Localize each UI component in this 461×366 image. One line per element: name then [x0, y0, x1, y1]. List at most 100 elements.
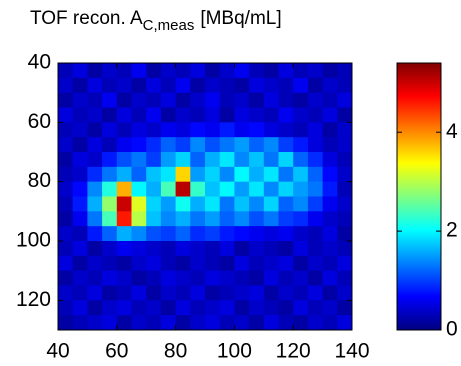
heatmap-cell: [87, 197, 102, 212]
heatmap-cell: [102, 167, 117, 182]
heatmap-cell: [234, 226, 249, 241]
heatmap-cell: [249, 108, 264, 123]
heatmap-cell: [102, 197, 117, 212]
heatmap-cell: [161, 167, 176, 182]
heatmap-cell: [161, 197, 176, 212]
heatmap-cell: [117, 137, 132, 152]
heatmap-cell: [220, 286, 235, 301]
colorbar-tick-label: 0: [446, 318, 458, 341]
heatmap-cell: [337, 315, 352, 330]
heatmap-cell: [293, 93, 308, 108]
heatmap-cell: [220, 241, 235, 256]
heatmap-cell: [293, 152, 308, 167]
heatmap-cell: [323, 108, 338, 123]
heatmap-cell: [323, 241, 338, 256]
heatmap-cell: [146, 78, 161, 93]
heatmap-cell: [102, 122, 117, 137]
heatmap-cell: [73, 108, 88, 123]
heatmap-cell: [323, 286, 338, 301]
heatmap-cell: [132, 271, 147, 286]
heatmap-cell: [205, 241, 220, 256]
heatmap-cell: [73, 315, 88, 330]
heatmap-cell: [73, 182, 88, 197]
heatmap-cell: [323, 137, 338, 152]
heatmap-cell: [220, 300, 235, 315]
heatmap-cell: [323, 182, 338, 197]
heatmap-cell: [132, 197, 147, 212]
y-tick-label: 40: [28, 51, 51, 74]
heatmap-cell: [205, 108, 220, 123]
heatmap-cell: [87, 271, 102, 286]
heatmap-cell: [264, 300, 279, 315]
heatmap-cell: [293, 167, 308, 182]
heatmap-cell: [102, 226, 117, 241]
heatmap-cell: [220, 78, 235, 93]
heatmap-cell: [234, 300, 249, 315]
heatmap-cell: [308, 78, 323, 93]
heatmap-cell: [146, 300, 161, 315]
heatmap-cell: [132, 226, 147, 241]
heatmap-cell: [87, 93, 102, 108]
heatmap-cell: [205, 226, 220, 241]
heatmap-cell: [323, 271, 338, 286]
heatmap-cell: [58, 167, 73, 182]
heatmap-cell: [132, 167, 147, 182]
heatmap-cell: [87, 211, 102, 226]
heatmap-cell: [58, 197, 73, 212]
heatmap-cell: [220, 63, 235, 78]
heatmap-cell: [190, 137, 205, 152]
heatmap-cell: [205, 137, 220, 152]
heatmap-cell: [323, 211, 338, 226]
heatmap-cell: [220, 93, 235, 108]
heatmap-cell: [249, 226, 264, 241]
heatmap-cell: [73, 167, 88, 182]
heatmap-cell: [102, 152, 117, 167]
heatmap-cell: [146, 122, 161, 137]
heatmap-cell: [249, 167, 264, 182]
heatmap-cell: [308, 63, 323, 78]
heatmap-cell: [308, 286, 323, 301]
heatmap-cell: [249, 271, 264, 286]
heatmap-cell: [190, 256, 205, 271]
heatmap-cell: [308, 152, 323, 167]
heatmap-cell: [190, 63, 205, 78]
heatmap-cell: [234, 241, 249, 256]
heatmap-cell: [161, 93, 176, 108]
heatmap-cell: [264, 315, 279, 330]
heatmap-cell: [337, 211, 352, 226]
heatmap-cell: [293, 226, 308, 241]
heatmap-cell: [132, 137, 147, 152]
heatmap-cell: [102, 182, 117, 197]
chart-title: TOF recon. AC,meas[MBq/mL]: [30, 8, 282, 34]
heatmap-cell: [264, 122, 279, 137]
heatmap-cell: [87, 137, 102, 152]
heatmap-cell: [190, 182, 205, 197]
heatmap-cell: [102, 241, 117, 256]
heatmap-cell: [279, 256, 294, 271]
heatmap-cell: [279, 271, 294, 286]
heatmap-cell: [117, 271, 132, 286]
heatmap-cell: [102, 271, 117, 286]
heatmap-cell: [205, 256, 220, 271]
heatmap-cell: [117, 300, 132, 315]
heatmap-cell: [73, 152, 88, 167]
heatmap-cell: [161, 182, 176, 197]
heatmap-cell: [102, 78, 117, 93]
heatmap-cell: [58, 241, 73, 256]
heatmap-cell: [146, 241, 161, 256]
heatmap-cell: [161, 108, 176, 123]
heatmap-cell: [58, 211, 73, 226]
heatmap-cell: [279, 63, 294, 78]
heatmap-cell: [146, 211, 161, 226]
heatmap-cell: [205, 271, 220, 286]
heatmap-cell: [308, 315, 323, 330]
heatmap-cell: [279, 197, 294, 212]
heatmap-cell: [117, 167, 132, 182]
heatmap-cell: [146, 152, 161, 167]
heatmap-cell: [73, 93, 88, 108]
heatmap-cell: [190, 226, 205, 241]
heatmap-cell: [249, 256, 264, 271]
heatmap-cell: [161, 137, 176, 152]
heatmap-cell: [73, 256, 88, 271]
heatmap-cell: [132, 152, 147, 167]
